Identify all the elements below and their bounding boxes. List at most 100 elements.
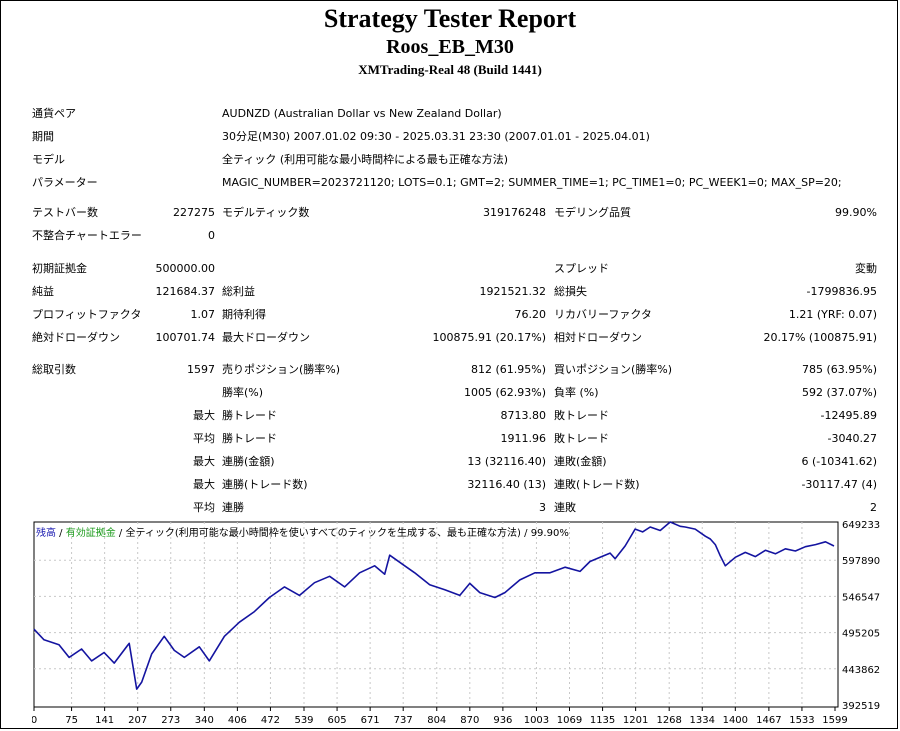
chart-y-tick-label: 597890 bbox=[842, 556, 880, 567]
chart-x-tick-label: 671 bbox=[361, 715, 380, 726]
symbol-label: 通貨ペア bbox=[32, 107, 76, 120]
total-trades-label: 総取引数 bbox=[32, 363, 76, 376]
avg-consecutive-wins-value: 3 bbox=[539, 501, 546, 514]
chart-plot-frame bbox=[33, 521, 839, 708]
abs-drawdown-value: 100701.74 bbox=[155, 331, 216, 344]
rel-drawdown-label: 相対ドローダウン bbox=[554, 331, 642, 344]
largest-win-value: 8713.80 bbox=[500, 409, 547, 422]
largest-label: 最大 bbox=[193, 409, 215, 422]
recovery-factor-label: リカバリーファクタ bbox=[554, 308, 652, 321]
net-profit-value: 121684.37 bbox=[155, 285, 216, 298]
abs-drawdown-label: 絶対ドローダウン bbox=[32, 331, 120, 344]
quality-value: 99.90% bbox=[835, 206, 877, 219]
win-rate-label: 勝率(%) bbox=[222, 386, 264, 399]
max-drawdown-label: 最大ドローダウン bbox=[222, 331, 310, 344]
max-consecutive-profit-label: 連勝(トレード数) bbox=[222, 478, 308, 491]
balance-chart: 649233 597890 546547 495205 443862 392519 0 75 1… bbox=[32, 520, 880, 728]
chart-x-tick-label: 75 bbox=[65, 715, 78, 726]
chart-balance-line bbox=[33, 521, 835, 690]
max-consecutive-wins-value: 13 (32116.40) bbox=[467, 455, 546, 468]
chart-x-tick-label: 1533 bbox=[789, 715, 814, 726]
max-consecutive-loss-value: -30117.47 (4) bbox=[801, 478, 877, 491]
errors-label: 不整合チャートエラー bbox=[32, 229, 142, 242]
avg-consecutive-losses-label: 連敗 bbox=[554, 501, 576, 514]
avg-consecutive-wins-label: 連勝 bbox=[222, 501, 244, 514]
max-consecutive-profit-value: 32116.40 (13) bbox=[467, 478, 546, 491]
average-loss-value: -3040.27 bbox=[827, 432, 877, 445]
ticks-label: モデルティック数 bbox=[222, 206, 310, 219]
net-profit-label: 純益 bbox=[32, 285, 54, 298]
chart-x-tick-label: 1003 bbox=[524, 715, 549, 726]
expected-payoff-value: 76.20 bbox=[514, 308, 547, 321]
legend-sep: / bbox=[56, 528, 66, 539]
spread-value: 変動 bbox=[855, 262, 877, 275]
bars-label: テストバー数 bbox=[32, 206, 98, 219]
bars-value: 227275 bbox=[173, 206, 215, 219]
chart-x-tick-label: 1201 bbox=[623, 715, 648, 726]
chart-x-tick-label: 936 bbox=[493, 715, 512, 726]
average-win-label: 勝トレード bbox=[222, 432, 277, 445]
legend-balance: 残高 bbox=[36, 528, 56, 539]
chart-x-tick-label: 737 bbox=[394, 715, 413, 726]
chart-x-tick-label: 804 bbox=[427, 715, 446, 726]
deposit-value: 500000.00 bbox=[155, 262, 216, 275]
chart-y-tick-label: 392519 bbox=[842, 701, 880, 712]
max-consecutive-losses-label: 連敗(金額) bbox=[554, 455, 607, 468]
max-drawdown-value: 100875.91 (20.17%) bbox=[432, 331, 546, 344]
errors-value: 0 bbox=[208, 229, 215, 242]
symbol-value: AUDNZD (Australian Dollar vs New Zealand… bbox=[222, 107, 502, 120]
chart-x-tick-label: 141 bbox=[95, 715, 114, 726]
expert-name: Roos_EB_M30 bbox=[386, 36, 514, 58]
average-loss-label: 敗トレード bbox=[554, 432, 609, 445]
chart-legend: 残高 / 有効証拠金 / 全ティック(利用可能な最小時間枠を使いすべてのティック… bbox=[36, 524, 569, 539]
server-build: XMTrading-Real 48 (Build 1441) bbox=[358, 62, 542, 77]
avg-consecutive-losses-value: 2 bbox=[870, 501, 877, 514]
max-consecutive-wins-label: 連勝(金額) bbox=[222, 455, 275, 468]
short-positions-value: 812 (61.95%) bbox=[470, 363, 546, 376]
max-label-1: 最大 bbox=[193, 455, 215, 468]
max-label-2: 最大 bbox=[193, 478, 215, 491]
loss-rate-label: 負率 (%) bbox=[554, 386, 599, 399]
legend-rest: / 全ティック(利用可能な最小時間枠を使いすべてのティックを生成する、最も正確な… bbox=[115, 528, 569, 539]
rel-drawdown-value: 20.17% (100875.91) bbox=[763, 331, 877, 344]
chart-x-tick-label: 1069 bbox=[557, 715, 582, 726]
chart-x-tick-label: 1135 bbox=[590, 715, 615, 726]
long-positions-label: 買いポジション(勝率%) bbox=[554, 363, 673, 376]
max-consecutive-loss-label: 連敗(トレード数) bbox=[554, 478, 640, 491]
average-label-2: 平均 bbox=[193, 501, 215, 514]
max-consecutive-losses-value: 6 (-10341.62) bbox=[801, 455, 877, 468]
chart-x-tick-label: 207 bbox=[128, 715, 147, 726]
gross-loss-value: -1799836.95 bbox=[806, 285, 877, 298]
chart-x-tick-label: 0 bbox=[32, 715, 37, 726]
chart-x-tick-label: 1599 bbox=[822, 715, 847, 726]
balance-chart-svg: 649233 597890 546547 495205 443862 392519 0 75 1… bbox=[32, 520, 880, 726]
chart-x-tick-label: 1400 bbox=[723, 715, 748, 726]
chart-x-tick-label: 472 bbox=[261, 715, 280, 726]
period-label: 期間 bbox=[32, 130, 54, 143]
spread-label: スプレッド bbox=[554, 262, 609, 275]
chart-y-tick-label: 495205 bbox=[842, 629, 880, 640]
largest-loss-label: 敗トレード bbox=[554, 409, 609, 422]
deposit-label: 初期証拠金 bbox=[32, 262, 87, 275]
parameters-label: パラメーター bbox=[32, 176, 98, 189]
model-value: 全ティック (利用可能な最小時間枠による最も正確な方法) bbox=[222, 153, 509, 166]
expected-payoff-label: 期待利得 bbox=[222, 308, 266, 321]
gross-profit-value: 1921521.32 bbox=[479, 285, 546, 298]
gross-loss-label: 総損失 bbox=[554, 285, 587, 298]
total-trades-value: 1597 bbox=[187, 363, 215, 376]
chart-x-tick-label: 406 bbox=[228, 715, 247, 726]
gross-profit-label: 総利益 bbox=[222, 285, 255, 298]
chart-x-tick-label: 539 bbox=[294, 715, 313, 726]
chart-x-tick-label: 605 bbox=[328, 715, 347, 726]
chart-y-tick-label: 649233 bbox=[842, 520, 880, 531]
ticks-value: 319176248 bbox=[483, 206, 546, 219]
quality-label: モデリング品質 bbox=[554, 206, 631, 219]
period-value: 30分足(M30) 2007.01.02 09:30 - 2025.03.31 … bbox=[222, 130, 650, 143]
chart-x-tick-label: 273 bbox=[161, 715, 180, 726]
chart-x-tick-label: 1334 bbox=[690, 715, 715, 726]
chart-x-tick-label: 340 bbox=[195, 715, 214, 726]
chart-y-tick-label: 546547 bbox=[842, 592, 880, 603]
chart-y-tick-label: 443862 bbox=[842, 665, 880, 676]
short-positions-label: 売りポジション(勝率%) bbox=[222, 363, 341, 376]
